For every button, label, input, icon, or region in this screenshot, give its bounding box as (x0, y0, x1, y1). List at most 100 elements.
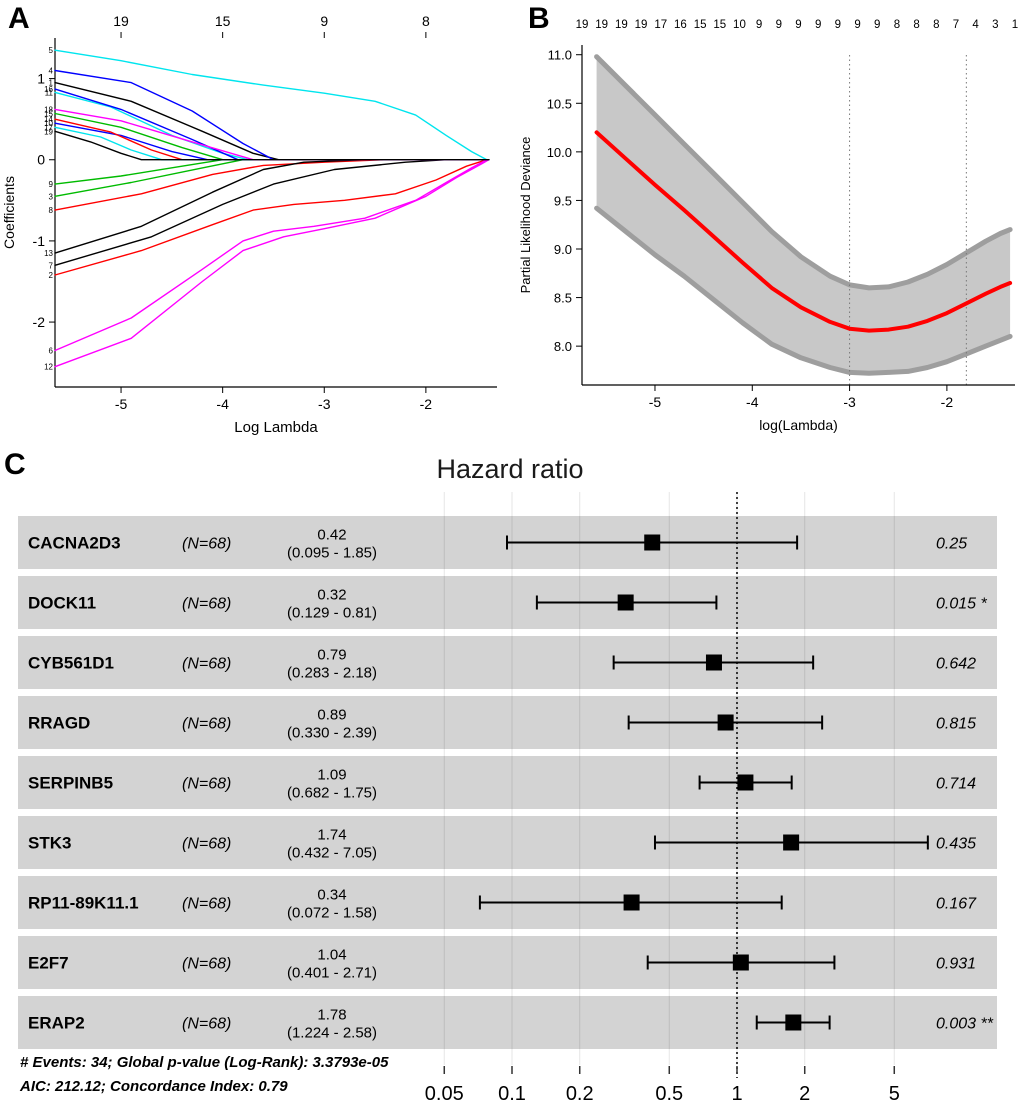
svg-text:(1.224 - 2.58): (1.224 - 2.58) (287, 1025, 377, 1042)
svg-text:E2F7: E2F7 (28, 954, 69, 973)
svg-text:CYB561D1: CYB561D1 (28, 654, 114, 673)
svg-text:0.435: 0.435 (936, 836, 976, 853)
svg-text:Coefficients: Coefficients (1, 176, 17, 249)
svg-text:14: 14 (44, 115, 53, 124)
svg-text:0.015 *: 0.015 * (936, 596, 987, 613)
svg-text:9: 9 (49, 180, 54, 189)
svg-text:19: 19 (635, 19, 648, 31)
svg-text:3: 3 (49, 192, 54, 201)
deviance-confidence-band (594, 54, 1013, 376)
forest-x-axis: 0.05 0.1 0.2 0.5 1 2 5 (425, 1066, 900, 1105)
svg-text:(N=68): (N=68) (182, 896, 231, 913)
svg-text:8: 8 (913, 19, 919, 31)
svg-text:17: 17 (654, 19, 667, 31)
svg-text:(N=68): (N=68) (182, 596, 231, 613)
svg-text:10.0: 10.0 (547, 145, 572, 160)
svg-text:8.5: 8.5 (554, 291, 572, 306)
svg-text:(0.072 - 1.58): (0.072 - 1.58) (287, 905, 377, 922)
svg-text:18: 18 (44, 105, 53, 114)
svg-text:1.78: 1.78 (317, 1007, 346, 1024)
svg-text:4: 4 (49, 66, 54, 75)
svg-text:-5: -5 (649, 394, 662, 410)
svg-text:(0.283 - 2.18): (0.283 - 2.18) (287, 665, 377, 682)
svg-text:13: 13 (44, 249, 53, 258)
svg-text:1: 1 (731, 1083, 742, 1105)
svg-text:9.0: 9.0 (554, 242, 572, 257)
panel-a-label: A (8, 2, 30, 35)
svg-text:3: 3 (992, 19, 998, 31)
svg-text:RRAGD: RRAGD (28, 714, 90, 733)
svg-text:8: 8 (49, 206, 54, 215)
svg-text:9: 9 (854, 19, 860, 31)
svg-text:SERPINB5: SERPINB5 (28, 774, 113, 793)
svg-text:8: 8 (422, 13, 430, 29)
svg-text:(0.682 - 1.75): (0.682 - 1.75) (287, 785, 377, 802)
svg-text:8: 8 (894, 19, 900, 31)
svg-text:9: 9 (874, 19, 880, 31)
forest-row: CYB561D1 (N=68) 0.79(0.283 - 2.18) 0.642 (28, 647, 976, 682)
svg-text:0.2: 0.2 (566, 1083, 594, 1105)
svg-text:8.0: 8.0 (554, 339, 572, 354)
svg-text:0.79: 0.79 (317, 647, 346, 664)
svg-text:0.642: 0.642 (936, 656, 976, 673)
lasso-series-lines (54, 49, 490, 368)
svg-text:15: 15 (215, 13, 231, 29)
svg-text:16: 16 (44, 85, 53, 94)
svg-text:15: 15 (44, 109, 53, 118)
svg-text:(0.330 - 2.39): (0.330 - 2.39) (287, 725, 377, 742)
svg-text:-1: -1 (33, 233, 46, 249)
svg-text:9: 9 (756, 19, 762, 31)
panel-c: CACNA2D3 (N=68) 0.42 (0.095 - 1.85) 0.25 DOCK… (0, 450, 1020, 1117)
svg-text:(N=68): (N=68) (182, 776, 231, 793)
panel-b-top-axis: 19 19 19 19 17 16 15 15 10 9 9 9 9 9 9 9 8 8 8 7 4 3 1 (576, 19, 1019, 31)
svg-text:(0.095 - 1.85): (0.095 - 1.85) (287, 545, 377, 562)
svg-text:1.04: 1.04 (317, 947, 346, 964)
svg-text:1: 1 (1012, 19, 1018, 31)
forest-row: STK3 (N=68) 1.74(0.432 - 7.05) 0.435 (28, 827, 976, 862)
svg-text:Partial Likelihood Deviance: Partial Likelihood Deviance (518, 137, 533, 294)
svg-text:9: 9 (815, 19, 821, 31)
svg-text:0.34: 0.34 (317, 887, 346, 904)
svg-text:6: 6 (49, 346, 54, 355)
svg-text:-3: -3 (843, 394, 856, 410)
svg-text:9: 9 (835, 19, 841, 31)
forest-row: DOCK11 (N=68) 0.32(0.129 - 0.81) 0.015 * (28, 587, 987, 622)
svg-text:7: 7 (953, 19, 959, 31)
svg-text:(N=68): (N=68) (182, 656, 231, 673)
svg-text:(N=68): (N=68) (182, 1016, 231, 1033)
svg-text:2: 2 (799, 1083, 810, 1105)
panel-a-axes: -5 -4 -3 -2 -2 -1 0 1 Log Lambda Coefficients (1, 38, 497, 436)
svg-text:9: 9 (320, 13, 328, 29)
panel-c-label: C (4, 448, 26, 481)
svg-text:(0.432 - 7.05): (0.432 - 7.05) (287, 845, 377, 862)
forest-row: E2F7 (N=68) 1.04(0.401 - 2.71) 0.931 (28, 947, 976, 982)
svg-text:9.5: 9.5 (554, 193, 572, 208)
footnote-events-global-pvalue: # Events: 34; Global p-value (Log-Rank):… (20, 1054, 389, 1071)
svg-text:5: 5 (889, 1083, 900, 1105)
svg-text:0.32: 0.32 (317, 587, 346, 604)
svg-text:CACNA2D3: CACNA2D3 (28, 534, 121, 553)
svg-text:Log Lambda: Log Lambda (234, 419, 318, 436)
svg-text:(N=68): (N=68) (182, 956, 231, 973)
svg-text:STK3: STK3 (28, 834, 71, 853)
svg-text:0.89: 0.89 (317, 707, 346, 724)
svg-text:-2: -2 (941, 394, 954, 410)
svg-text:0.714: 0.714 (936, 776, 976, 793)
svg-text:-2: -2 (33, 314, 46, 330)
svg-text:19: 19 (113, 13, 129, 29)
deviance-mean-line (594, 130, 1013, 333)
svg-text:10: 10 (44, 119, 53, 128)
svg-text:15: 15 (713, 19, 726, 31)
svg-text:19: 19 (44, 127, 53, 136)
svg-text:0.42: 0.42 (317, 527, 346, 544)
cv-deviance-plot: -5 -4 -3 -2 8.0 8.5 9.0 9.5 10.0 10.5 11.0 log(Lamb… (518, 19, 1019, 433)
svg-text:0.815: 0.815 (936, 716, 976, 733)
svg-text:0.003 **: 0.003 ** (936, 1016, 994, 1033)
svg-text:5: 5 (49, 46, 54, 55)
svg-text:4: 4 (972, 19, 979, 31)
svg-text:8: 8 (933, 19, 939, 31)
svg-text:11.0: 11.0 (548, 48, 572, 63)
hazard-ratio-forest-plot: CACNA2D3 (N=68)0.42(0.095 - 1.85)0.25DOCK… (18, 492, 997, 1105)
svg-text:(0.129 - 0.81): (0.129 - 0.81) (287, 605, 377, 622)
svg-text:(N=68): (N=68) (182, 536, 231, 553)
